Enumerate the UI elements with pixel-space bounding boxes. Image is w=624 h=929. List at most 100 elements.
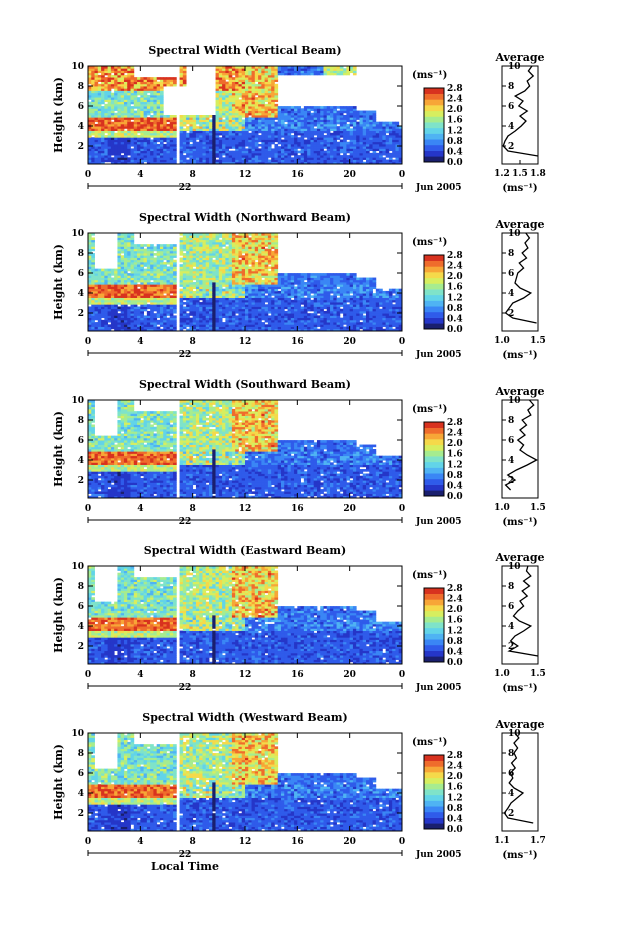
heatmap-cell [202, 150, 207, 154]
heatmap-cell [97, 139, 102, 143]
heatmap-cell [225, 99, 230, 103]
heatmap-cell [97, 90, 102, 94]
heatmap-cell [228, 70, 233, 74]
heatmap-cell [104, 137, 109, 140]
heatmap-cell [97, 143, 102, 147]
heatmap-cell [101, 99, 105, 103]
heatmap-cell [104, 108, 109, 111]
heatmap-cell [88, 86, 92, 89]
heatmap-cell [159, 161, 164, 165]
heatmap-cell [163, 115, 167, 118]
heatmap-cell [202, 139, 207, 143]
heatmap-cell [140, 139, 144, 143]
heatmap-cell [120, 161, 125, 165]
heatmap-cell [182, 74, 187, 78]
heatmap-cell [130, 101, 135, 105]
heatmap-cell [186, 148, 190, 152]
heatmap-cell [205, 161, 210, 165]
heatmap-cell [218, 161, 223, 165]
heatmap-cell [137, 284, 141, 287]
heatmap-cell [150, 126, 154, 129]
heatmap-cell [143, 77, 148, 80]
heatmap-cell [133, 161, 138, 165]
heatmap-cell [137, 81, 141, 85]
heatmap-cell [212, 128, 216, 131]
profile-x-label: (ms⁻¹) [502, 183, 537, 194]
heatmap-cell [120, 94, 125, 98]
heatmap-cell [195, 115, 200, 118]
heatmap-cell [140, 126, 144, 129]
heatmap-cell [140, 141, 144, 145]
heatmap-cell [101, 139, 105, 143]
heatmap-cell [137, 159, 141, 163]
heatmap-cell [225, 137, 230, 140]
heatmap-cell [143, 101, 148, 105]
heatmap-cell [123, 112, 128, 116]
heatmap-cell [127, 123, 131, 127]
heatmap-cell [212, 130, 216, 134]
heatmap-cell [123, 150, 128, 154]
heatmap-cell [127, 106, 131, 109]
heatmap-cell [104, 110, 109, 114]
heatmap-cell [88, 79, 92, 82]
heatmap-cell [199, 141, 203, 145]
heatmap-cell [313, 137, 318, 140]
heatmap-cell [117, 103, 122, 107]
heatmap-cell [225, 90, 230, 94]
heatmap-cell [137, 119, 141, 123]
heatmap-cell [192, 139, 197, 143]
heatmap-cell [150, 146, 154, 149]
heatmap-cell [150, 88, 154, 91]
heatmap-cell [212, 141, 216, 145]
heatmap-cell [123, 148, 128, 152]
heatmap-cell [212, 135, 216, 138]
heatmap-cell [110, 77, 115, 80]
heatmap-cell [120, 117, 125, 120]
heatmap-cell [222, 92, 226, 96]
heatmap-cell [117, 88, 122, 91]
heatmap-cell [153, 313, 158, 316]
heatmap-cell [110, 106, 115, 109]
heatmap-cell [127, 68, 131, 71]
heatmap-cell [120, 139, 125, 143]
heatmap-cell [222, 72, 226, 76]
heatmap-cell [137, 88, 141, 91]
heatmap-cell [91, 152, 95, 156]
heatmap-cell [222, 148, 226, 152]
heatmap-cell [114, 115, 118, 118]
heatmap-cell [94, 161, 99, 165]
heatmap-cell [385, 121, 390, 125]
heatmap-cell [169, 119, 174, 123]
heatmap-cell [130, 97, 135, 100]
heatmap-cell [192, 146, 197, 149]
heatmap-cell [137, 155, 141, 158]
heatmap-cell [140, 132, 144, 136]
heatmap-cell [225, 150, 230, 154]
heatmap-cell [225, 141, 230, 145]
heatmap-cell [150, 141, 154, 145]
heatmap-cell [212, 150, 216, 154]
heatmap-cell [143, 108, 148, 111]
heatmap-cell [88, 146, 92, 149]
heatmap-cell [104, 268, 109, 272]
heatmap-cell [182, 139, 187, 143]
heatmap-cell [110, 130, 115, 134]
heatmap-cell [369, 152, 373, 156]
heatmap-cell [137, 86, 141, 89]
heatmap-cell [91, 137, 95, 140]
heatmap-cell [182, 155, 187, 158]
heatmap-cell [235, 106, 239, 109]
heatmap-cell [101, 108, 105, 111]
heatmap-cell [274, 83, 279, 87]
heatmap-cell [156, 148, 161, 152]
heatmap-cell [231, 121, 236, 125]
heatmap-cell [137, 137, 141, 140]
heatmap-cell [146, 117, 151, 120]
heatmap-cell [153, 123, 158, 127]
heatmap-cell [156, 139, 161, 143]
heatmap-cell [97, 115, 102, 118]
heatmap-cell [173, 135, 177, 138]
heatmap-cell [107, 150, 112, 154]
heatmap-cell [137, 130, 141, 134]
heatmap-cell [88, 108, 92, 111]
